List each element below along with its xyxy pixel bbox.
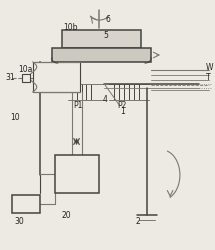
Text: 6: 6: [105, 16, 110, 24]
Text: 1: 1: [120, 108, 125, 116]
Text: 4: 4: [102, 96, 107, 104]
Text: 30: 30: [14, 218, 24, 226]
Text: 5: 5: [103, 30, 108, 40]
Bar: [33, 62, 80, 92]
Text: T: T: [206, 74, 210, 82]
Bar: [12, 195, 40, 213]
Text: 10: 10: [10, 114, 20, 122]
Bar: [55, 155, 99, 193]
Text: 2: 2: [135, 218, 140, 226]
Text: W: W: [206, 62, 213, 72]
Bar: [22, 74, 30, 82]
Text: P1: P1: [74, 100, 83, 110]
Text: 31: 31: [5, 74, 15, 82]
Bar: [52, 48, 151, 62]
Text: 10a: 10a: [18, 66, 32, 74]
Text: 10b: 10b: [64, 24, 78, 32]
Text: P2: P2: [117, 100, 127, 110]
Text: 20: 20: [62, 210, 71, 220]
Bar: [62, 30, 141, 48]
